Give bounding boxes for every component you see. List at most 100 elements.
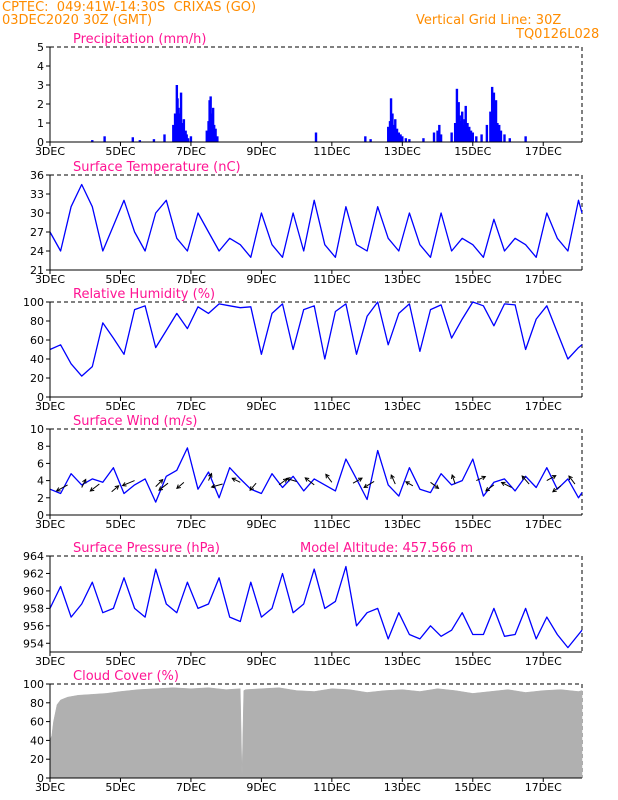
pressure-annotation: Model Altitude: 457.566 m [300, 541, 473, 556]
wind-x-tick-label: 17DEC [525, 518, 562, 531]
cloud-x-tick-label: 17DEC [525, 781, 562, 794]
precip-bar [209, 96, 212, 142]
temp-x-tick-label: 9DEC [246, 273, 276, 286]
temp-line [49, 183, 583, 258]
cloud-x-tick-label: 11DEC [313, 781, 350, 794]
precip-bar [399, 134, 402, 142]
precip-bar [314, 132, 318, 142]
wind-arrow [89, 483, 100, 492]
pressure-x-tick-label: 9DEC [246, 655, 276, 668]
cloud-title: Cloud Cover (%) [73, 669, 179, 684]
wind-y-tick-label: 8 [37, 440, 44, 453]
wind-arrow [363, 481, 375, 488]
precip-bar [152, 139, 156, 142]
precip-x-tick-label: 13DEC [384, 145, 421, 158]
precip-x-tick-label: 9DEC [246, 145, 276, 158]
precip-bar [408, 139, 411, 142]
wind-x-tick-label: 7DEC [176, 518, 206, 531]
precip-bar [131, 137, 134, 142]
humidity-x-tick-label: 3DEC [35, 400, 65, 413]
cloud-x-tick-label: 3DEC [35, 781, 65, 794]
temp-y-tick-label: 21 [30, 264, 44, 277]
precip-bar [463, 119, 466, 142]
precip-bar [503, 134, 506, 142]
precip-panel: 0 1 2 3 4 5 3DEC 5DEC 7DEC 9DEC 11DEC 13DEC 15DEC 17D… [35, 32, 583, 158]
wind-arrow [111, 485, 120, 493]
precip-y-tick-label: 0 [37, 136, 44, 149]
wind-y-tick-label: 2 [37, 492, 44, 505]
temp-y-tick-label: 24 [30, 245, 44, 258]
wind-x-tick-label: 5DEC [105, 518, 135, 531]
precip-bar [392, 124, 395, 142]
cloud-panel: 0 20 40 60 80 100 3DEC 5DEC 7DEC 9DEC 11DEC 13DEC 15… [23, 669, 583, 794]
humidity-y-tick-label: 60 [30, 334, 44, 347]
wind-arrow [521, 475, 530, 485]
wind-arrow [249, 482, 257, 491]
pressure-x-tick-label: 11DEC [313, 655, 350, 668]
precip-bar [369, 139, 372, 142]
precip-bar [186, 138, 190, 142]
cloud-y-tick-label: 60 [30, 716, 44, 729]
temp-y-tick-label: 27 [30, 226, 44, 239]
wind-x-tick-label: 15DEC [454, 518, 491, 531]
precip-bar [489, 111, 492, 142]
humidity-y-tick-label: 40 [30, 353, 44, 366]
wind-x-tick-label: 13DEC [384, 518, 421, 531]
precip-bar [439, 134, 443, 142]
precip-bar [189, 136, 193, 142]
precip-bar [450, 132, 453, 142]
precip-bar [494, 100, 498, 142]
temp-y-tick-label: 30 [30, 207, 44, 220]
temp-x-tick-label: 17DEC [525, 273, 562, 286]
precip-bar [475, 136, 478, 142]
precip-x-tick-label: 7DEC [176, 145, 206, 158]
wind-y-tick-label: 6 [37, 457, 44, 470]
cloud-x-tick-label: 5DEC [105, 781, 135, 794]
wind-x-tick-label: 9DEC [246, 518, 276, 531]
precip-x-tick-label: 17DEC [525, 145, 562, 158]
cloud-y-tick-label: 80 [30, 697, 44, 710]
precip-bar [401, 136, 404, 142]
precip-bar [466, 123, 469, 142]
cloud-x-tick-label: 15DEC [454, 781, 491, 794]
humidity-x-tick-label: 7DEC [176, 400, 206, 413]
humidity-x-tick-label: 15DEC [454, 400, 491, 413]
precip-x-tick-label: 5DEC [105, 145, 135, 158]
pressure-y-tick-label: 958 [23, 602, 44, 615]
pressure-y-tick-label: 960 [23, 585, 44, 598]
cloud-y-tick-label: 40 [30, 734, 44, 747]
header-line1: CPTEC: 049:41W-14:30S CRIXAS (GO) [2, 0, 257, 15]
humidity-title: Relative Humidity (%) [73, 287, 215, 302]
precip-y-tick-label: 4 [37, 60, 44, 73]
temp-y-tick-label: 33 [30, 188, 44, 201]
humidity-x-tick-label: 11DEC [313, 400, 350, 413]
precip-bar [182, 119, 186, 142]
wind-arrow [552, 485, 562, 493]
cloud-x-tick-label: 7DEC [176, 781, 206, 794]
precip-bar [498, 124, 501, 142]
precip-bar [436, 130, 439, 142]
temp-x-tick-label: 11DEC [313, 273, 350, 286]
wind-arrow [352, 477, 363, 484]
precip-bar [364, 136, 367, 142]
humidity-line [49, 301, 583, 377]
wind-arrow [325, 473, 333, 483]
wind-line [49, 447, 583, 503]
wind-x-tick-label: 3DEC [35, 518, 65, 531]
wind-arrow [500, 481, 512, 488]
precip-bar [524, 136, 527, 142]
pressure-x-tick-label: 13DEC [384, 655, 421, 668]
humidity-y-tick-label: 20 [30, 372, 44, 385]
precip-bar [178, 113, 181, 142]
wind-arrow [158, 482, 169, 491]
wind-arrow [476, 475, 487, 482]
precip-y-tick-label: 3 [37, 79, 44, 92]
precip-x-tick-label: 3DEC [35, 145, 65, 158]
wind-arrow [404, 481, 414, 487]
temp-x-tick-label: 7DEC [176, 273, 206, 286]
precip-bar [453, 123, 457, 142]
pressure-x-tick-label: 15DEC [454, 655, 491, 668]
temp-panel: 21 24 27 30 33 36 3DEC 5DEC 7DEC 9DEC 11DEC 13DEC 15… [30, 160, 583, 286]
precip-bar [496, 123, 499, 142]
